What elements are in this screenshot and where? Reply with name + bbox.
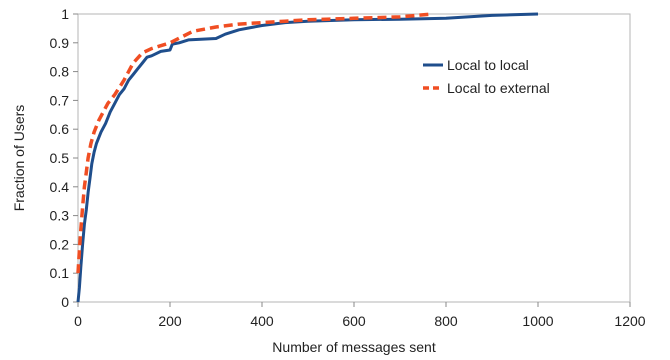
x-tick-label: 400 <box>250 313 274 329</box>
series-line-0 <box>76 12 539 303</box>
y-tick-label: 1 <box>61 6 69 22</box>
series-line-1 <box>76 12 433 274</box>
y-tick-label: 0.2 <box>50 236 70 252</box>
y-axis-title: Fraction of Users <box>11 105 27 212</box>
x-tick-label: 200 <box>158 313 182 329</box>
y-tick-label: 0.3 <box>50 208 70 224</box>
x-axis-title: Number of messages sent <box>272 339 436 355</box>
y-tick-label: 0.8 <box>50 64 70 80</box>
x-tick-label: 800 <box>434 313 458 329</box>
legend-label-1: Local to external <box>447 80 550 96</box>
series-layer <box>76 12 539 303</box>
x-tick-label: 600 <box>342 313 366 329</box>
legend: Local to local Local to external <box>423 57 550 96</box>
y-tick-label: 0.1 <box>50 265 70 281</box>
x-tick-label: 1000 <box>522 313 553 329</box>
x-axis: 0 200 400 600 800 1000 1200 <box>74 302 646 329</box>
x-tick-label: 1200 <box>614 313 645 329</box>
legend-label-0: Local to local <box>447 57 529 73</box>
y-tick-label: 0.9 <box>50 35 70 51</box>
x-tick-label: 0 <box>74 313 82 329</box>
y-tick-label: 0.7 <box>50 92 70 108</box>
y-tick-label: 0.6 <box>50 121 70 137</box>
y-tick-label: 0.4 <box>50 179 70 195</box>
y-tick-label: 0.5 <box>50 150 70 166</box>
y-tick-label: 0 <box>61 294 69 310</box>
y-axis: 0 0.1 0.2 0.3 0.4 0.5 0.6 0.7 0.8 0.9 1 <box>50 6 78 310</box>
